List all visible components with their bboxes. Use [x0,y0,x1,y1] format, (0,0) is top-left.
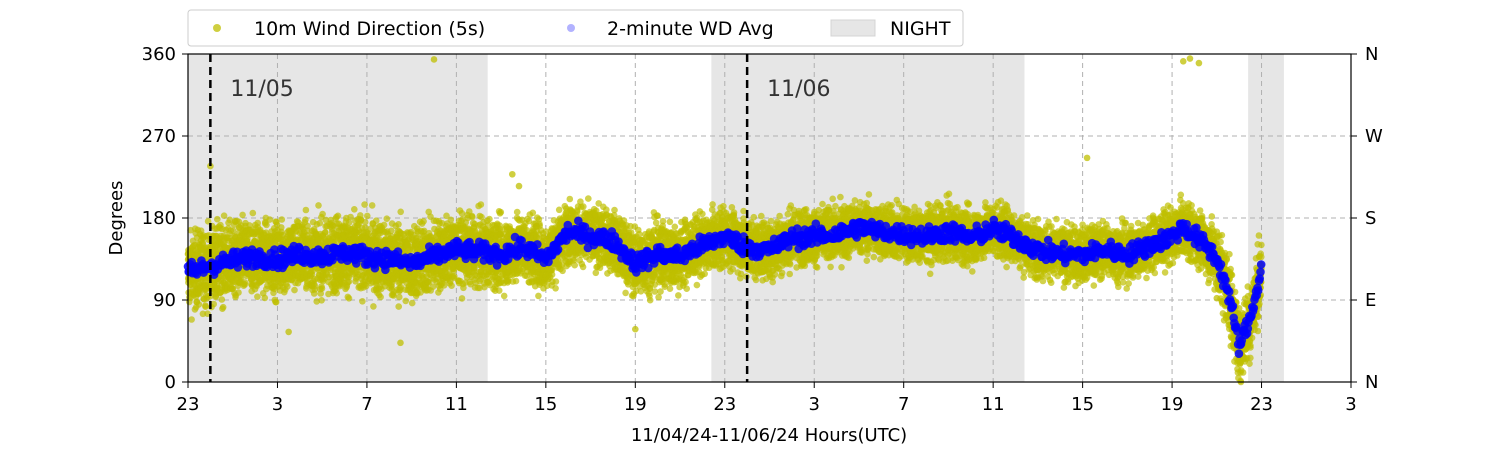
wind-point [535,292,542,300]
wind-point [278,216,286,223]
wind-point [447,216,455,224]
wind-point [318,297,325,304]
wind-point [448,282,455,290]
wind-point [218,296,226,303]
wind-point [345,278,353,286]
wind-point [585,195,592,202]
wind-point [529,209,537,217]
wind-point [254,293,261,301]
wind-point [195,301,203,308]
wind-point [345,295,353,302]
wind-point [202,303,209,311]
wind-point [395,221,402,228]
wind-point [364,212,371,220]
wind-point [408,299,416,307]
wind-point [566,195,574,203]
wind-point [210,300,217,308]
wind-point [302,206,310,214]
wind-point [383,215,391,222]
wind-point [571,261,578,269]
wind-point [214,215,221,223]
wind-point [226,216,234,224]
wind-point [230,227,237,235]
wind-point [284,283,291,290]
wind-point [188,316,195,323]
wind-point [380,221,388,229]
wind-point [548,271,556,278]
wind-point [370,303,377,310]
wind-point [361,201,368,208]
wind-point [512,277,520,285]
wind-point [351,206,358,213]
wind-point [304,222,311,230]
wind-point [372,217,380,224]
wind-point [239,211,246,219]
wind-point [368,202,376,209]
wind-point [196,290,203,297]
wind-point [241,279,249,286]
wind-point [302,216,309,223]
wind-point [204,218,212,225]
wind-point [319,210,326,218]
wind-point [402,297,410,305]
wind-point [263,221,270,229]
wind-point [235,289,242,296]
wind-point [495,287,503,294]
wind-point [322,228,329,236]
wind-point [199,310,207,318]
wind-point [555,206,563,214]
wind-point [249,209,257,217]
wind-point [580,203,587,210]
wind-point [318,285,326,292]
wind-point [458,295,466,302]
wind-point [333,289,341,297]
wind-point [291,286,298,294]
wind-point [622,289,629,297]
wind-point [237,274,245,282]
wind-point [420,218,427,225]
wind-point [395,303,403,310]
wind-point [219,303,227,311]
wind-point [334,212,342,220]
wind-point [611,206,618,214]
wind-point [272,298,280,306]
wind-point [266,216,274,223]
wind-point [261,294,269,302]
wind-point [486,215,493,223]
wind-point [397,208,405,216]
wind-point [220,212,228,219]
wind-point [316,219,324,227]
wind-point [396,293,403,301]
wind-point [377,293,384,301]
wind-point [359,298,366,305]
wind-point [469,213,476,221]
wind-point [497,208,505,216]
wind-point [552,278,560,285]
wind-point [552,285,559,292]
wind-point [477,201,485,208]
wind-point [500,292,508,300]
wind-point [345,219,353,226]
wind-point [513,208,521,216]
wind-point [315,202,322,209]
wind-point [579,263,587,271]
